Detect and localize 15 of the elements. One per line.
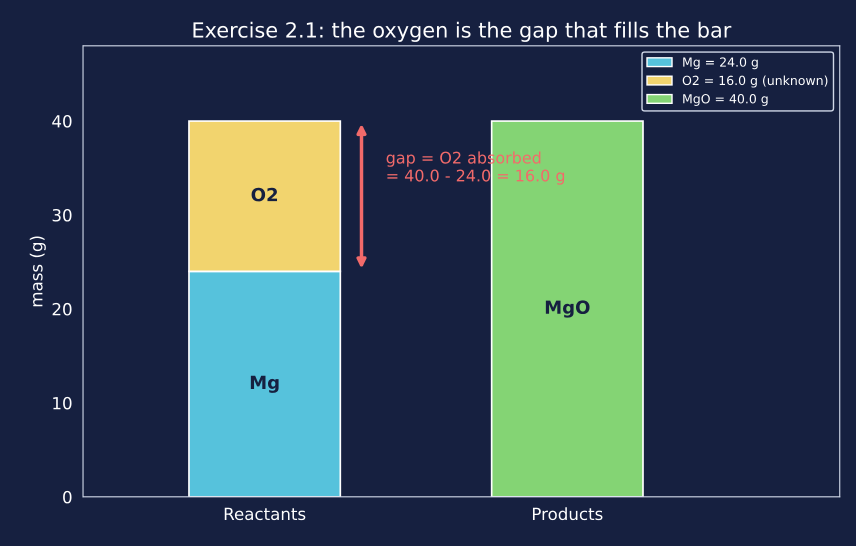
chart-title: Exercise 2.1: the oxygen is the gap that fills the bar: [193, 22, 732, 42]
x-tick-label: Reactants: [224, 508, 306, 520]
y-tick-label: 40: [52, 114, 72, 128]
annotation: O2: [252, 188, 278, 202]
y-tick-label: 20: [52, 302, 72, 316]
y-tick-label: 30: [52, 208, 72, 222]
y-tick-label: 10: [53, 396, 72, 410]
legend-label: MgO = 40.0 g: [683, 94, 768, 106]
y-axis-title: mass (g): [30, 236, 46, 306]
y-tick-label: 0: [63, 490, 72, 504]
annotation: Mg: [250, 376, 279, 393]
x-tick-label: Products: [532, 507, 602, 520]
annotation: MgO: [546, 300, 590, 318]
legend-label: Mg = 24.0 g: [683, 57, 758, 70]
legend-label: O2 = 16.0 g (unknown): [682, 75, 828, 88]
